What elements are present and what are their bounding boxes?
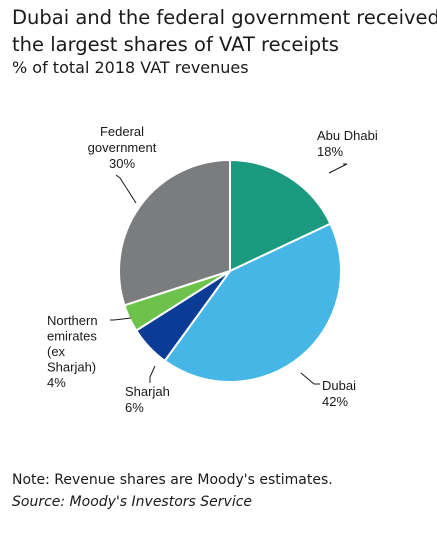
pie-slice-dubai [163, 222, 342, 383]
chart-note: Note: Revenue shares are Moody's estimat… [12, 472, 333, 488]
slice-label-northern-emirates: Northern emirates (ex Sharjah) 4% [47, 313, 98, 390]
leader-line-northern-emirates [110, 317, 132, 321]
slice-label-dubai: Dubai 42% [322, 378, 356, 409]
chart-title: Dubai and the federal government receive… [12, 4, 437, 58]
chart-source: Source: Moody's Investors Service [12, 494, 253, 510]
leader-line-dubai [300, 372, 320, 385]
chart-title-line-2: the largest shares of VAT receipts [12, 33, 339, 56]
chart-subtitle: % of total 2018 VAT revenues [12, 58, 249, 77]
chart-title-line-1: Dubai and the federal government receive… [12, 6, 437, 29]
pie-slice-federal-government [117, 159, 231, 307]
leader-line-sharjah [149, 365, 156, 383]
pie-slice-abu-dhabi [229, 159, 332, 272]
leader-line-federal-government [115, 174, 137, 204]
slice-label-abu-dhabi: Abu Dhabi 18% [317, 128, 378, 159]
slice-label-sharjah: Sharjah 6% [125, 384, 170, 415]
leader-line-abu-dhabi [328, 163, 348, 174]
slice-label-federal-government: Federal government 30% [88, 124, 157, 171]
